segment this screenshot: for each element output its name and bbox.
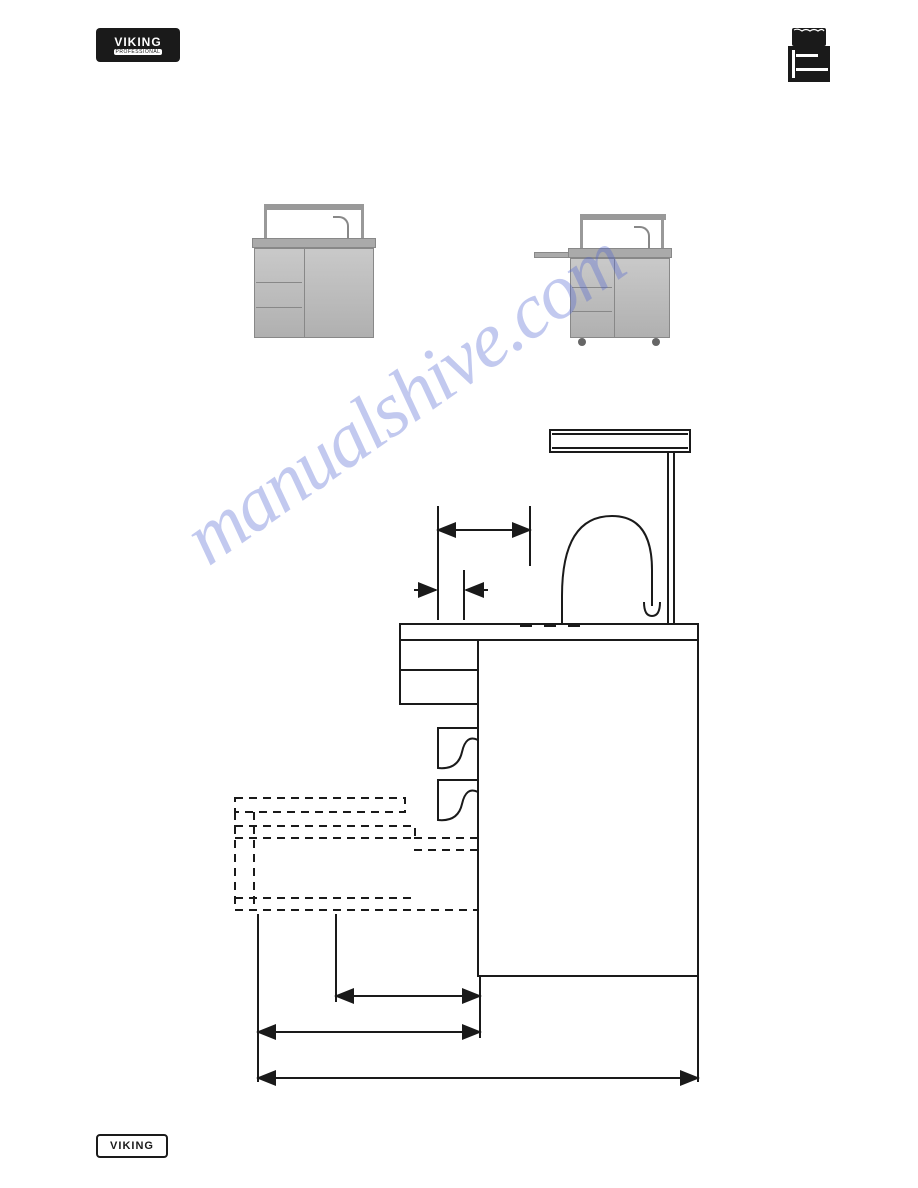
product-stationary (229, 168, 399, 338)
viking-logo-top: VIKING PROFESSIONAL (96, 28, 180, 62)
brand-name-bottom: VIKING (110, 1140, 154, 1152)
brand-subtitle: PROFESSIONAL (114, 49, 163, 55)
viking-logo-bottom: VIKING (96, 1134, 168, 1158)
product-portable (519, 168, 689, 338)
brand-name: VIKING (114, 35, 161, 49)
product-row (0, 168, 918, 358)
category-icon (788, 28, 830, 82)
side-view-diagram (200, 420, 740, 1060)
